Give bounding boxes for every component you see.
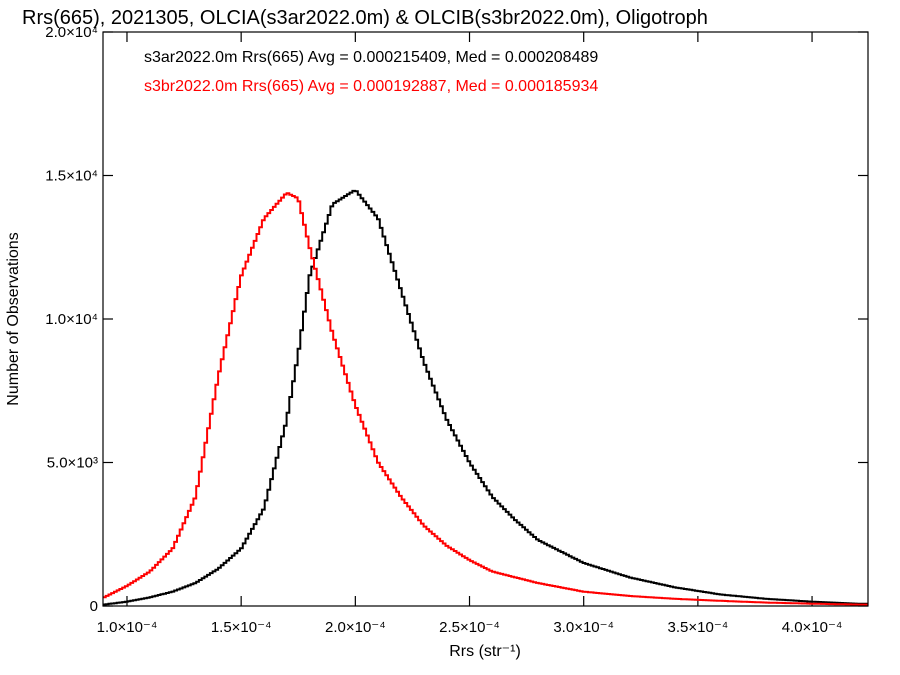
series-line-s3ar2022.0m <box>103 189 868 606</box>
x-axis: 1.0×10⁻⁴ 1.5×10⁻⁴ 2.0×10⁻⁴ 2.5×10⁻⁴ 3.0×10⁻⁴… <box>97 32 843 636</box>
plot-frame <box>102 31 869 607</box>
series-line-s3br2022.0m <box>103 192 868 606</box>
y-tick-label: 1.0×10⁴ <box>45 311 98 328</box>
y-axis-label: Number of Observations <box>5 232 22 405</box>
x-tick-label: 3.5×10⁻⁴ <box>668 619 729 636</box>
legend-entry-s3br2022.0m: s3br2022.0m Rrs(665) Avg = 0.000192887, … <box>144 78 598 95</box>
chart-title: Rrs(665), 2021305, OLCIA(s3ar2022.0m) & … <box>22 7 708 29</box>
y-tick-label: 2.0×10⁴ <box>45 24 98 41</box>
y-tick-label: 1.5×10⁴ <box>45 168 98 185</box>
x-tick-label: 4.0×10⁻⁴ <box>782 619 843 636</box>
y-tick-label: 0 <box>90 598 98 615</box>
x-tick-label: 1.5×10⁻⁴ <box>211 619 272 636</box>
legend-entry-s3ar2022.0m: s3ar2022.0m Rrs(665) Avg = 0.000215409, … <box>144 49 598 66</box>
plot-series <box>103 189 868 606</box>
y-tick-label: 5.0×10³ <box>47 455 98 472</box>
x-tick-label: 3.0×10⁻⁴ <box>553 619 614 636</box>
y-axis: 0 5.0×10³ 1.0×10⁴ 1.5×10⁴ 2.0×10⁴ <box>45 24 868 615</box>
x-tick-label: 1.0×10⁻⁴ <box>97 619 158 636</box>
x-tick-label: 2.0×10⁻⁴ <box>325 619 386 636</box>
x-axis-label: Rrs (str⁻¹) <box>449 643 521 660</box>
x-tick-label: 2.5×10⁻⁴ <box>439 619 500 636</box>
